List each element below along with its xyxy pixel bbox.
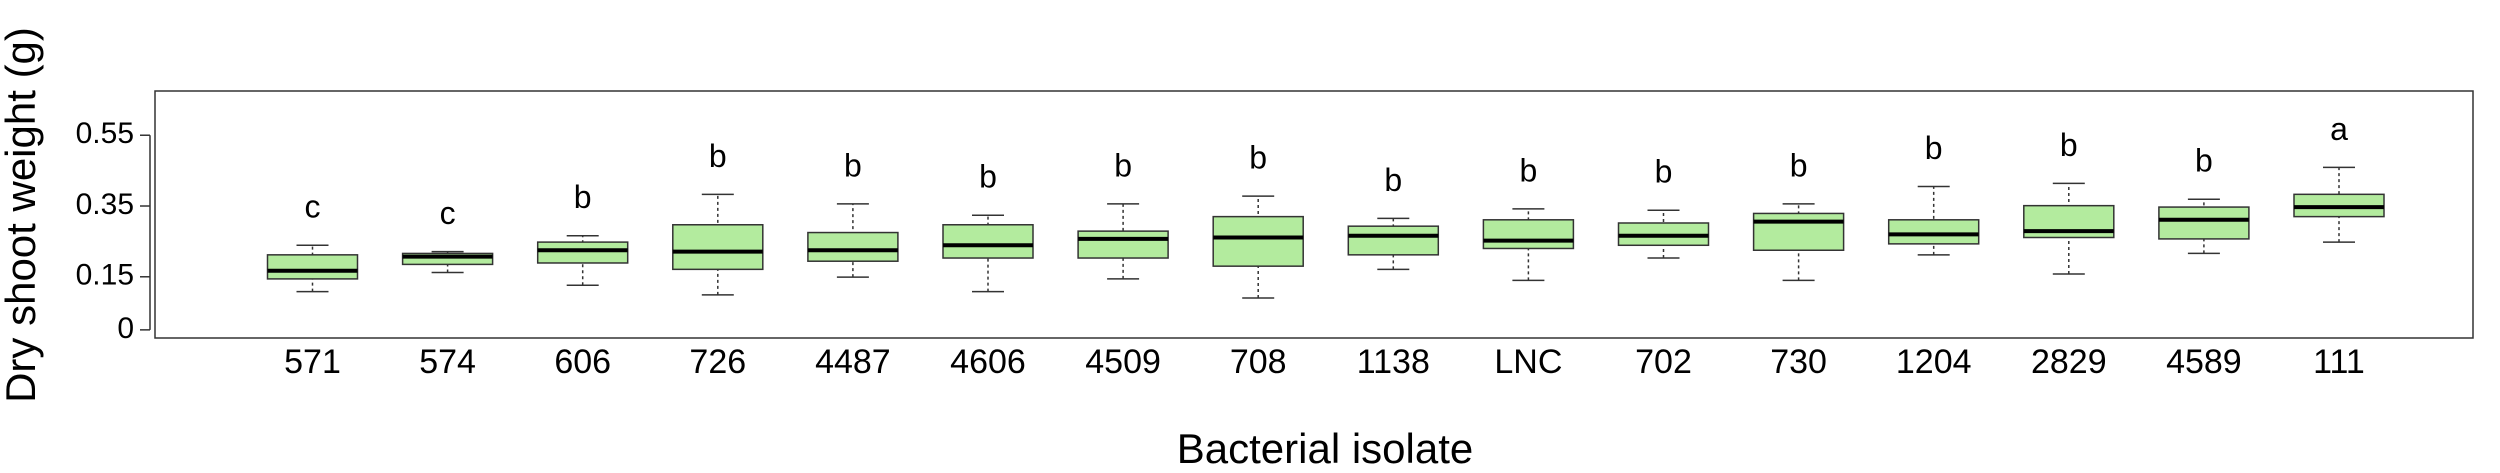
box — [1887, 219, 1980, 245]
x-tick-label: 726 — [689, 343, 746, 381]
box — [2158, 206, 2250, 240]
x-tick-label: 4487 — [815, 343, 891, 381]
x-tick-label: 574 — [419, 343, 476, 381]
plot-frame — [154, 90, 2474, 339]
box — [401, 252, 494, 266]
annotation: b — [2060, 127, 2078, 163]
x-tick-label: 4509 — [1085, 343, 1161, 381]
x-tick-label: 4606 — [950, 343, 1026, 381]
x-tick-label: 1204 — [1896, 343, 1972, 381]
annotation: b — [1925, 130, 1943, 166]
x-tick-label: 606 — [554, 343, 611, 381]
y-tick-label: 0 — [117, 312, 134, 345]
box — [536, 241, 629, 264]
x-tick-label: 1138 — [1357, 343, 1430, 381]
annotation: b — [1655, 154, 1673, 190]
y-tick-label: 0.35 — [76, 188, 134, 221]
box — [266, 254, 359, 280]
annotation: c — [305, 189, 321, 225]
annotation: b — [1520, 152, 1538, 188]
annotation: b — [844, 147, 862, 183]
annotation: b — [1249, 140, 1267, 176]
x-tick-label: 702 — [1635, 343, 1692, 381]
box — [807, 231, 899, 262]
y-axis-title: Dry shoot weight (g) — [0, 27, 44, 403]
annotation: a — [2330, 111, 2348, 147]
annotation: c — [440, 195, 456, 231]
x-tick-label: 2829 — [2031, 343, 2107, 381]
annotation: b — [709, 138, 727, 174]
box — [1482, 219, 1575, 250]
box — [672, 224, 764, 271]
y-tick-label: 0.15 — [76, 259, 134, 292]
box — [1212, 215, 1304, 267]
x-tick-label: LNC — [1494, 343, 1562, 381]
x-tick-label: 4589 — [2166, 343, 2242, 381]
annotation: b — [1384, 162, 1402, 198]
box — [1347, 225, 1440, 256]
y-tick-label: 0.55 — [76, 117, 134, 150]
annotation: b — [2195, 143, 2213, 179]
box — [1752, 212, 1845, 251]
x-axis-title: Bacterial isolate — [1177, 425, 1473, 472]
annotation: b — [1114, 147, 1132, 183]
annotation: b — [1790, 147, 1808, 183]
x-tick-label: 730 — [1770, 343, 1827, 381]
annotation: b — [979, 159, 997, 195]
annotation: b — [574, 179, 592, 215]
x-tick-label: 571 — [284, 343, 341, 381]
x-tick-label: 708 — [1230, 343, 1287, 381]
box — [942, 224, 1034, 259]
box — [1077, 230, 1169, 259]
x-tick-label: 111 — [2313, 343, 2365, 381]
